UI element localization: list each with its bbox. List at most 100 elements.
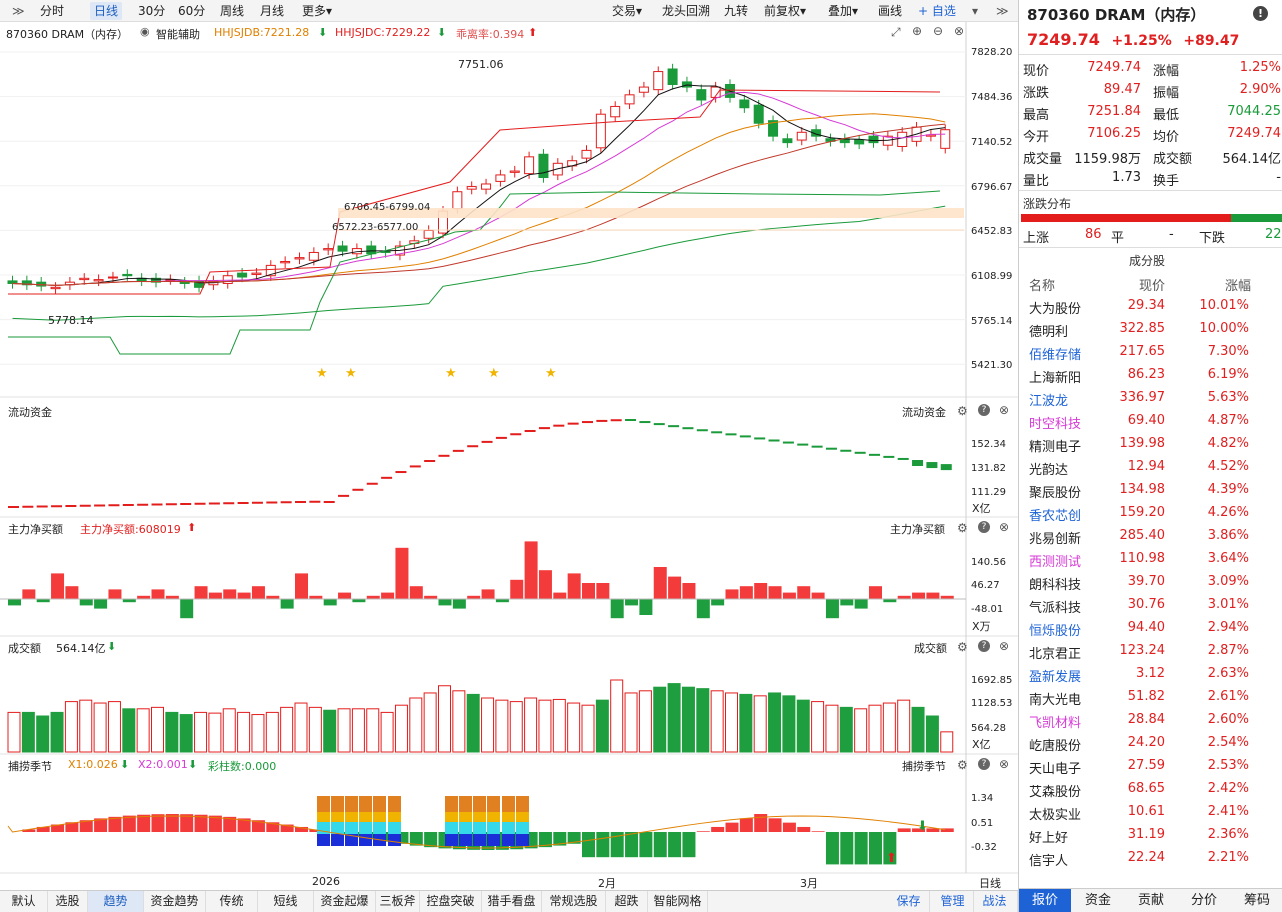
season-stack xyxy=(317,812,330,824)
help-icon[interactable]: ? xyxy=(978,758,990,770)
flow-title-right: 流动资金 xyxy=(902,406,946,419)
col-chg[interactable]: 涨幅 xyxy=(1225,279,1252,294)
panel-tab-1[interactable]: 资金 xyxy=(1084,893,1111,908)
assist-toggle-icon[interactable]: ◉ xyxy=(140,25,150,38)
watchlist-dropdown-icon[interactable]: ▾ xyxy=(972,4,979,18)
stock-row[interactable]: 气派科技 30.76 3.01% xyxy=(1019,594,1282,617)
stock-row[interactable]: 西测测试 110.98 3.64% xyxy=(1019,548,1282,571)
settings-icon[interactable]: ⚙ xyxy=(957,404,968,418)
smart-assist-label[interactable]: 智能辅助 xyxy=(156,28,200,41)
change-pct: +1.25% xyxy=(1111,33,1172,49)
period-tab-4[interactable]: 周线 xyxy=(220,4,245,18)
tool-btn-5[interactable]: 画线 xyxy=(878,4,903,18)
stock-row[interactable]: 大为股份 29.34 10.01% xyxy=(1019,295,1282,318)
period-tab-2[interactable]: 30分 xyxy=(138,4,166,18)
stock-row[interactable]: 恒烁股份 94.40 2.94% xyxy=(1019,617,1282,640)
stock-row[interactable]: 信宇人 22.24 2.21% xyxy=(1019,847,1282,870)
stock-row[interactable]: 上海新阳 86.23 6.19% xyxy=(1019,364,1282,387)
stock-row[interactable]: 朗科科技 39.70 3.09% xyxy=(1019,571,1282,594)
stock-row[interactable]: 光韵达 12.94 4.52% xyxy=(1019,456,1282,479)
strategy-tab-7[interactable]: 三板斧 xyxy=(376,891,420,912)
net-bar xyxy=(194,586,208,599)
stock-row[interactable]: 盈新发展 3.12 2.63% xyxy=(1019,663,1282,686)
stock-row[interactable]: 艾森股份 68.65 2.42% xyxy=(1019,778,1282,801)
kline-chart[interactable]: ★ ★ ★ ★ ★ ⬇ ⬆ xyxy=(0,22,1018,890)
col-price[interactable]: 现价 xyxy=(1139,279,1166,294)
stock-row[interactable]: 北京君正 123.24 2.87% xyxy=(1019,640,1282,663)
stock-row[interactable]: 江波龙 336.97 5.63% xyxy=(1019,387,1282,410)
close-icon[interactable]: ⊗ xyxy=(954,24,965,38)
stock-row[interactable]: 太极实业 10.61 2.41% xyxy=(1019,801,1282,824)
panel-tab-3[interactable]: 分价 xyxy=(1190,893,1217,908)
tool-btn-2[interactable]: 九转 xyxy=(724,4,749,18)
help-icon[interactable]: ? xyxy=(978,404,990,416)
volume-bar xyxy=(308,706,322,753)
settings-icon[interactable]: ⚙ xyxy=(957,758,968,772)
stock-row[interactable]: 时空科技 69.40 4.87% xyxy=(1019,410,1282,433)
panel-tab-2[interactable]: 贡献 xyxy=(1137,893,1164,908)
stock-row[interactable]: 兆易创新 285.40 3.86% xyxy=(1019,525,1282,548)
strategy-tab-10[interactable]: 常规选股 xyxy=(542,891,606,912)
add-watchlist-button[interactable]: + 自选 xyxy=(918,4,956,18)
period-tab-5[interactable]: 月线 xyxy=(260,4,285,18)
strategy-tab-8[interactable]: 控盘突破 xyxy=(420,891,482,912)
settings-icon[interactable]: ⚙ xyxy=(957,640,968,654)
volume-bar xyxy=(624,692,638,753)
stock-row[interactable]: 德明利 322.85 10.00% xyxy=(1019,318,1282,341)
bottom-action-2[interactable]: 战法 xyxy=(972,891,1018,912)
collapse-icon[interactable]: ≫ xyxy=(12,4,25,18)
bottom-action-0[interactable]: 保存 xyxy=(888,891,930,912)
zoom-in-icon[interactable]: ⊕ xyxy=(912,24,923,38)
expand-panel-icon[interactable]: ≫ xyxy=(996,4,1009,18)
net-bar xyxy=(869,586,882,599)
help-icon[interactable]: ? xyxy=(978,640,990,652)
stock-row[interactable]: 佰维存储 217.65 7.30% xyxy=(1019,341,1282,364)
tool-btn-1[interactable]: 龙头回溯 xyxy=(662,4,711,18)
strategy-tab-9[interactable]: 猎手看盘 xyxy=(482,891,542,912)
stock-row[interactable]: 聚辰股份 134.98 4.39% xyxy=(1019,479,1282,502)
strategy-tab-6[interactable]: 资金起爆 xyxy=(314,891,376,912)
strategy-tab-3[interactable]: 资金趋势 xyxy=(144,891,206,912)
settings-icon[interactable]: ⚙ xyxy=(957,521,968,535)
flow-mark xyxy=(582,421,593,424)
help-icon[interactable]: ? xyxy=(978,521,990,533)
strategy-tab-1[interactable]: 选股 xyxy=(48,891,88,912)
period-tab-1[interactable]: 日线 xyxy=(90,2,123,20)
stock-row[interactable]: 屹唐股份 24.20 2.54% xyxy=(1019,732,1282,755)
close-icon[interactable]: ⊗ xyxy=(999,639,1010,653)
stock-row[interactable]: 香农芯创 159.20 4.26% xyxy=(1019,502,1282,525)
flow-mark xyxy=(223,502,235,505)
stock-row[interactable]: 精测电子 139.98 4.82% xyxy=(1019,433,1282,456)
tool-btn-0[interactable]: 交易▾ xyxy=(612,4,643,18)
info-icon[interactable]: ! xyxy=(1253,6,1268,21)
stock-row[interactable]: 飞凯材料 28.84 2.60% xyxy=(1019,709,1282,732)
tool-btn-4[interactable]: 叠加▾ xyxy=(828,4,859,18)
price-tick: 7484.36 xyxy=(971,92,1013,103)
season-stack xyxy=(317,834,330,846)
close-icon[interactable]: ⊗ xyxy=(999,520,1010,534)
close-icon[interactable]: ⊗ xyxy=(999,757,1010,771)
tool-btn-3[interactable]: 前复权▾ xyxy=(764,4,807,18)
bottom-action-1[interactable]: 管理 xyxy=(932,891,974,912)
fullscreen-icon[interactable]: ⤢ xyxy=(891,25,901,39)
strategy-tab-4[interactable]: 传统 xyxy=(206,891,258,912)
period-tab-3[interactable]: 60分 xyxy=(178,4,206,18)
strategy-tab-12[interactable]: 智能网格 xyxy=(648,891,708,912)
close-icon[interactable]: ⊗ xyxy=(999,403,1010,417)
stock-row[interactable]: 好上好 31.19 2.36% xyxy=(1019,824,1282,847)
period-tab-0[interactable]: 分时 xyxy=(40,4,65,18)
stock-row[interactable]: 天山电子 27.59 2.53% xyxy=(1019,755,1282,778)
quote-panel: 870360 DRAM（内存） ! 7249.74 +1.25% +89.47 … xyxy=(1018,0,1282,912)
panel-tab-4[interactable]: 筹码 xyxy=(1243,893,1270,908)
season-bar xyxy=(280,824,294,832)
panel-tab-0[interactable]: 报价 xyxy=(1019,889,1071,912)
strategy-tab-5[interactable]: 短线 xyxy=(258,891,314,912)
zoom-out-icon[interactable]: ⊖ xyxy=(933,24,944,38)
strategy-tab-11[interactable]: 超跌 xyxy=(606,891,648,912)
strategy-tab-0[interactable]: 默认 xyxy=(0,891,48,912)
period-tab-6[interactable]: 更多▾ xyxy=(302,4,333,18)
strategy-tab-2[interactable]: 趋势 xyxy=(88,891,144,912)
stock-row[interactable]: 南大光电 51.82 2.61% xyxy=(1019,686,1282,709)
col-name[interactable]: 名称 xyxy=(1029,279,1056,294)
candle-body xyxy=(796,131,807,141)
